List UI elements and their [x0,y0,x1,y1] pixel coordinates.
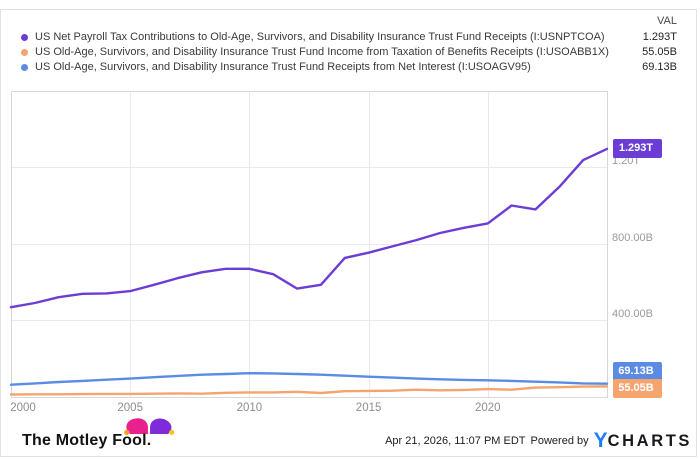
x-axis-tick-label: 2005 [117,402,143,414]
gridlines [11,91,607,397]
legend-value: 1.293T [642,31,677,43]
plot-border [11,91,608,398]
legend-label: US Net Payroll Tax Contributions to Old-… [35,31,605,43]
legend-row: US Old-Age, Survivors, and Disability In… [20,46,677,61]
motley-fool-jester-hat-icon [124,418,175,435]
legend-row: US Old-Age, Survivors, and Disability In… [20,61,677,76]
y-axis-tick-label: 800.00B [612,231,653,244]
legend-value: 55.05B [642,46,677,58]
legend-label: US Old-Age, Survivors, and Disability In… [35,61,531,73]
powered-by-label: Powered by [530,435,589,447]
series-dot-orange [21,49,28,56]
legend-row: US Net Payroll Tax Contributions to Old-… [20,31,677,46]
ycharts-y-icon: Y [593,429,608,452]
legend-label: US Old-Age, Survivors, and Disability In… [35,46,609,58]
x-axis-tick-label: 2000 [10,402,36,414]
x-axis-tick-label: 2020 [475,402,501,414]
ycharts-logo: Y CHARTS [593,429,692,452]
value-callout-I:USNPTCOA: 1.293T [613,139,662,159]
series-dot-blue [21,64,28,71]
legend-value: 69.13B [642,61,677,73]
legend-val-header: VAL [657,15,677,27]
motley-fool-logo: The Motley Fool. [22,432,152,449]
value-callout-I:USOAGV95: 69.13B [613,361,662,381]
series-line-I:USOAGV95 [9,372,609,386]
series-line-I:USOABB1X [9,385,609,396]
x-axis-tick-label: 2015 [355,402,382,414]
y-axis-tick-label: 400.00B [612,308,653,321]
series-dot-purple [21,34,28,41]
timestamp: Apr 21, 2026, 11:07 PM EDT [385,435,526,447]
value-callout-I:USOABB1X: 55.05B [613,379,662,398]
series-line-I:USNPTCOA [9,147,609,309]
x-axis-tick-label: 2010 [236,402,263,414]
